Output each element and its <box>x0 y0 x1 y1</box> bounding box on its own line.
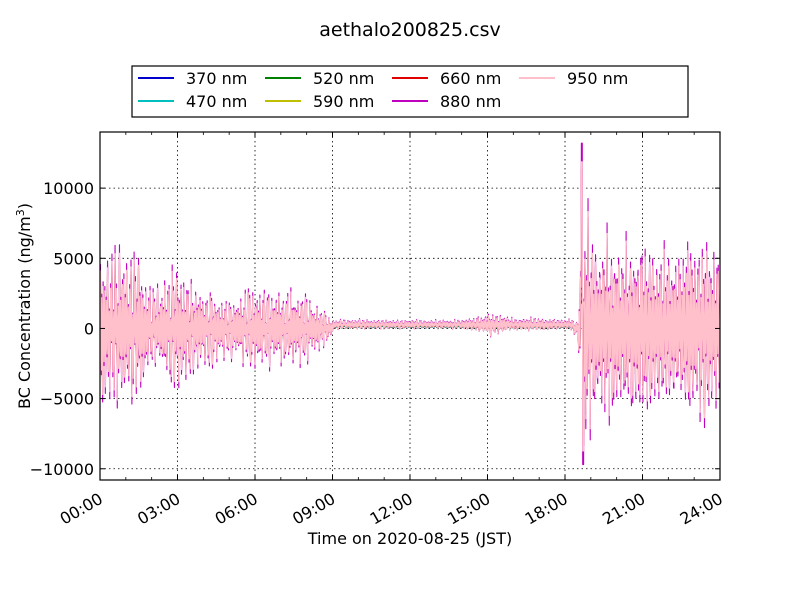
legend-label: 590 nm <box>313 92 374 111</box>
series-group <box>100 142 720 466</box>
y-tick-label: −5000 <box>40 390 94 409</box>
x-axis-label: Time on 2020-08-25 (JST) <box>307 529 512 548</box>
legend-label: 470 nm <box>186 92 247 111</box>
legend-entry: 660 nm <box>392 69 501 88</box>
series-line <box>100 161 720 452</box>
y-tick-label: 10000 <box>43 179 94 198</box>
legend-label: 660 nm <box>440 69 501 88</box>
legend-frame <box>131 65 689 118</box>
legend-label: 520 nm <box>313 69 374 88</box>
y-axis-label-main: BC Concentration (ng/m <box>15 216 34 409</box>
chart-title: aethalo200825.csv <box>319 19 501 41</box>
y-tick-label: 0 <box>84 319 94 338</box>
y-axis-label-superscript: 3 <box>14 209 27 216</box>
legend-label: 370 nm <box>186 69 247 88</box>
plot-area <box>99 131 721 481</box>
legend-label: 880 nm <box>440 92 501 111</box>
y-axis-tick-labels: −10000 −5000 0 5000 10000 <box>30 179 94 479</box>
legend-entry: 470 nm <box>138 92 247 111</box>
legend-entry: 880 nm <box>392 92 501 111</box>
y-tick-label: −10000 <box>30 460 94 479</box>
legend-label: 950 nm <box>567 69 628 88</box>
legend-entry: 590 nm <box>265 92 374 111</box>
legend-entry: 520 nm <box>265 69 374 88</box>
legend: 370 nm 470 nm 520 nm 590 nm 660 nm 880 nm 950 … <box>131 65 689 118</box>
plot-frame <box>99 131 721 481</box>
legend-entry: 370 nm <box>138 69 247 88</box>
y-axis-label: BC Concentration (ng/m3) <box>14 203 34 409</box>
legend-entry: 950 nm <box>519 69 628 88</box>
y-axis-label-close: ) <box>15 203 34 209</box>
y-tick-label: 5000 <box>53 249 94 268</box>
